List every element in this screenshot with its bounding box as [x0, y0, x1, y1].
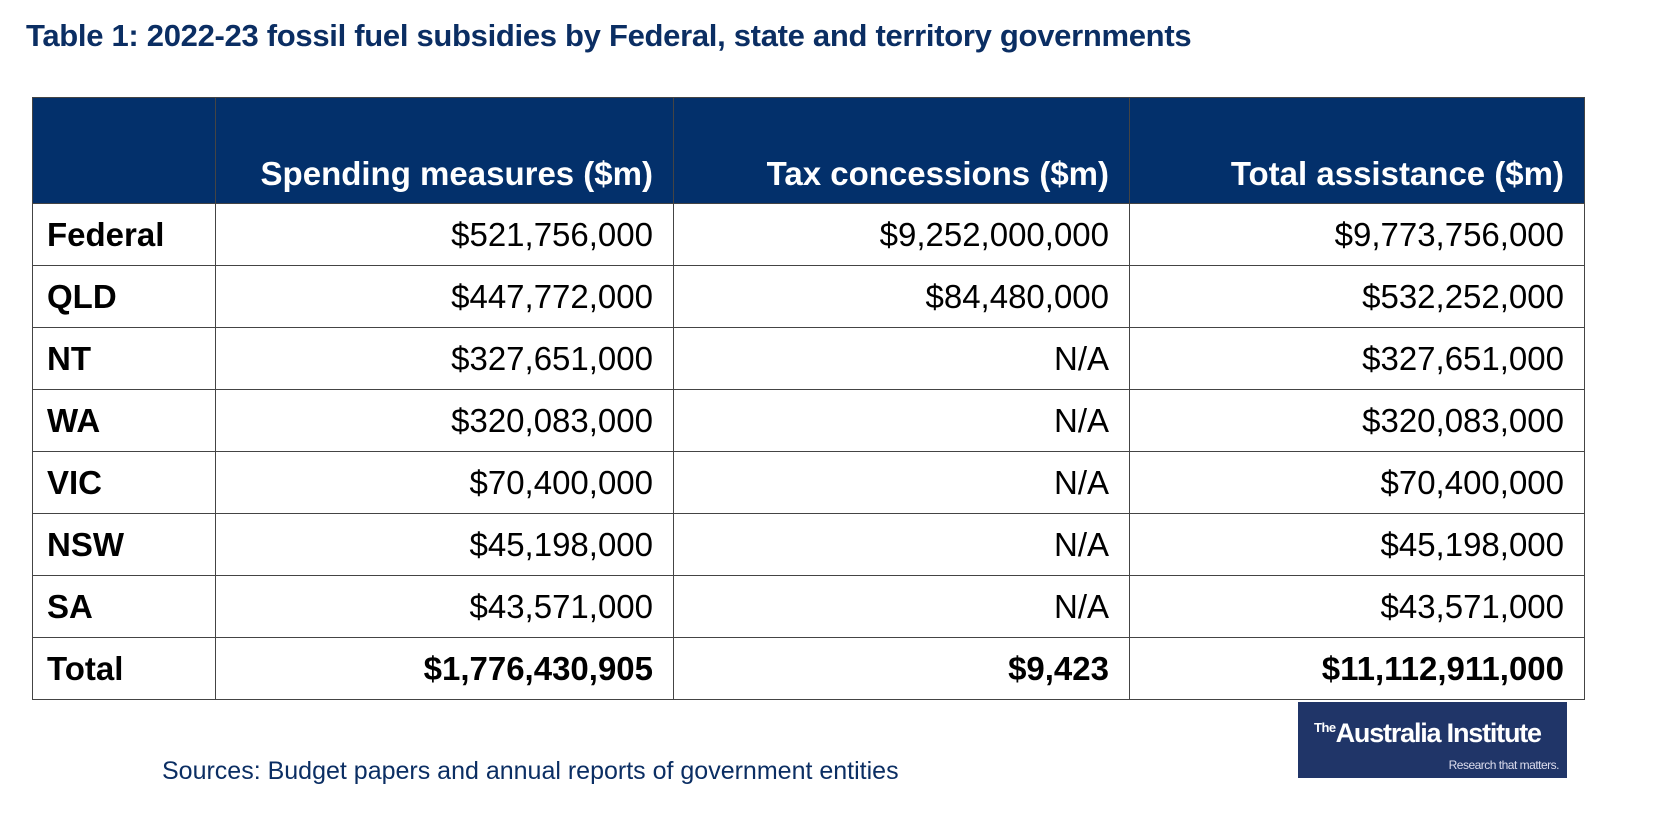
tax-cell: $84,480,000 — [673, 265, 1130, 328]
table-row: SA $43,571,000 N/A $43,571,000 — [32, 575, 1585, 638]
spending-cell: $320,083,000 — [215, 389, 674, 452]
spending-cell: $70,400,000 — [215, 451, 674, 514]
row-label: Federal — [32, 203, 216, 266]
logo-title: Australia Institute — [1335, 718, 1542, 748]
row-label: Total — [32, 637, 216, 700]
total-cell: $45,198,000 — [1129, 513, 1585, 576]
table-row: NT $327,651,000 N/A $327,651,000 — [32, 327, 1585, 390]
table-row: Federal $521,756,000 $9,252,000,000 $9,773,… — [32, 203, 1585, 266]
total-cell: $70,400,000 — [1129, 451, 1585, 514]
total-cell: $43,571,000 — [1129, 575, 1585, 638]
total-row: Total $1,776,430,905 $9,423 $11,112,911,000 — [32, 637, 1585, 700]
tax-cell: N/A — [673, 451, 1130, 514]
header-spending: Spending measures ($m) — [215, 97, 674, 204]
header-row: Spending measures ($m) Tax concessions (… — [32, 97, 1585, 204]
logo-name: TheAustralia Institute — [1314, 718, 1542, 749]
spending-cell: $45,198,000 — [215, 513, 674, 576]
tax-cell: N/A — [673, 513, 1130, 576]
row-label: NSW — [32, 513, 216, 576]
row-label: VIC — [32, 451, 216, 514]
australia-institute-logo: TheAustralia Institute Research that mat… — [1298, 702, 1567, 778]
logo-tagline: Research that matters. — [1448, 758, 1560, 772]
header-tax: Tax concessions ($m) — [673, 97, 1130, 204]
tax-cell: $9,252,000,000 — [673, 203, 1130, 266]
header-total: Total assistance ($m) — [1129, 97, 1585, 204]
row-label: WA — [32, 389, 216, 452]
tax-cell: N/A — [673, 327, 1130, 390]
logo-prefix: The — [1314, 720, 1336, 735]
table-title: Table 1: 2022-23 fossil fuel subsidies b… — [26, 18, 1192, 53]
row-label: QLD — [32, 265, 216, 328]
total-cell: $327,651,000 — [1129, 327, 1585, 390]
row-label: SA — [32, 575, 216, 638]
table-row: VIC $70,400,000 N/A $70,400,000 — [32, 451, 1585, 514]
total-cell: $532,252,000 — [1129, 265, 1585, 328]
table-row: QLD $447,772,000 $84,480,000 $532,252,000 — [32, 265, 1585, 328]
spending-cell: $521,756,000 — [215, 203, 674, 266]
table-row: WA $320,083,000 N/A $320,083,000 — [32, 389, 1585, 452]
spending-cell: $43,571,000 — [215, 575, 674, 638]
row-label: NT — [32, 327, 216, 390]
spending-cell: $447,772,000 — [215, 265, 674, 328]
header-blank — [32, 97, 216, 204]
table-row: NSW $45,198,000 N/A $45,198,000 — [32, 513, 1585, 576]
total-cell: $11,112,911,000 — [1129, 637, 1585, 700]
spending-cell: $327,651,000 — [215, 327, 674, 390]
tax-cell: $9,423 — [673, 637, 1130, 700]
tax-cell: N/A — [673, 389, 1130, 452]
total-cell: $320,083,000 — [1129, 389, 1585, 452]
tax-cell: N/A — [673, 575, 1130, 638]
sources-note: Sources: Budget papers and annual report… — [162, 757, 899, 785]
total-cell: $9,773,756,000 — [1129, 203, 1585, 266]
subsidies-table: Spending measures ($m) Tax concessions (… — [32, 97, 1585, 700]
spending-cell: $1,776,430,905 — [215, 637, 674, 700]
